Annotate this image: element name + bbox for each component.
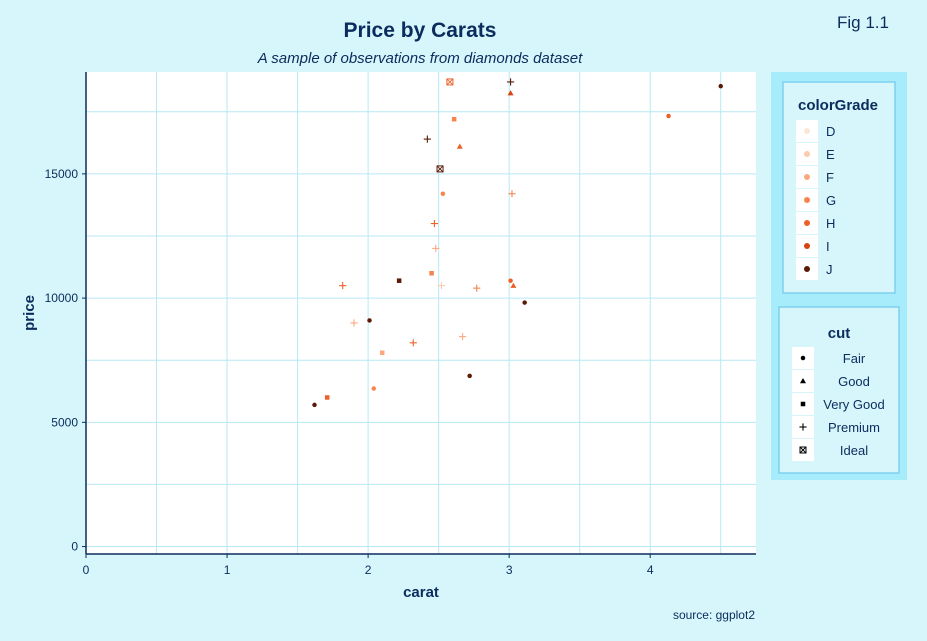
- data-point: [440, 191, 446, 196]
- color-legend-swatch: [804, 266, 810, 272]
- data-point: [409, 339, 417, 347]
- cut-legend-label: Ideal: [840, 443, 868, 458]
- color-legend-label: F: [826, 170, 834, 185]
- grid-lines: [85, 72, 756, 554]
- data-point: [459, 333, 467, 341]
- color-legend-swatch: [804, 128, 810, 134]
- data-point: [508, 278, 513, 283]
- cut-legend-glyph: [799, 423, 807, 431]
- x-tick-label: 0: [83, 563, 90, 577]
- figure-tag: Fig 1.1: [837, 13, 889, 32]
- cut-legend-title: cut: [828, 325, 851, 342]
- axis-ticks: 0 1 2 3 4 0 5000 10000 15000: [45, 167, 654, 577]
- color-legend-label: H: [826, 216, 835, 231]
- data-point: [473, 284, 481, 292]
- color-legend-swatch: [804, 243, 810, 249]
- data-point: [350, 319, 358, 327]
- data-point: [423, 135, 431, 143]
- data-point: [467, 373, 472, 379]
- cut-legend-glyph: [800, 401, 806, 407]
- cut-legend-label: Fair: [843, 351, 866, 366]
- cut-legend-label: Very Good: [823, 397, 884, 412]
- data-point: [446, 78, 454, 86]
- data-point: [367, 318, 372, 323]
- plot-panel: [86, 72, 756, 554]
- color-legend-label: E: [826, 147, 835, 162]
- x-tick-label: 2: [365, 563, 372, 577]
- data-point: [506, 78, 515, 86]
- x-tick-label: 4: [647, 563, 654, 577]
- data-point: [522, 300, 527, 305]
- x-axis-label: carat: [403, 584, 439, 601]
- data-point: [510, 282, 517, 288]
- color-legend-swatch: [804, 220, 810, 226]
- color-legend-label: J: [826, 262, 833, 277]
- data-point: [456, 143, 463, 149]
- data-point: [396, 278, 402, 283]
- color-legend-swatch: [804, 174, 810, 180]
- y-tick-label: 5000: [51, 415, 78, 429]
- data-point: [429, 270, 434, 276]
- data-point: [718, 83, 723, 89]
- y-axis-label: price: [21, 295, 38, 331]
- cut-legend-label: Good: [838, 374, 870, 389]
- data-point: [339, 282, 347, 290]
- data-point: [379, 350, 385, 356]
- color-legend-label: D: [826, 124, 835, 139]
- data-point: [312, 402, 317, 408]
- data-point: [324, 395, 330, 400]
- data-point: [666, 113, 671, 119]
- color-legend-swatch: [804, 151, 810, 157]
- cut-legend-items: Fair Good Very Good Premium Ideal: [792, 347, 885, 461]
- cut-legend-glyph: [800, 355, 806, 361]
- y-tick-label: 10000: [45, 291, 79, 305]
- source-caption: source: ggplot2: [673, 608, 755, 622]
- x-tick-label: 1: [224, 563, 231, 577]
- y-tick-label: 15000: [45, 167, 79, 181]
- color-legend-label: G: [826, 193, 836, 208]
- data-point: [432, 244, 440, 253]
- cut-legend-glyph: [799, 446, 807, 454]
- x-tick-label: 3: [506, 563, 513, 577]
- cut-legend-label: Premium: [828, 420, 880, 435]
- chart-subtitle: A sample of observations from diamonds d…: [257, 50, 583, 67]
- data-point: [437, 282, 446, 290]
- axes: [85, 72, 756, 555]
- y-tick-label: 0: [71, 540, 78, 554]
- chart-title: Price by Carats: [344, 19, 497, 42]
- data-point: [508, 190, 516, 198]
- data-point: [436, 165, 444, 173]
- data-point: [451, 116, 457, 122]
- color-legend-swatch: [804, 197, 810, 203]
- color-legend-title: colorGrade: [798, 97, 878, 114]
- data-point: [371, 386, 376, 391]
- data-points: [312, 78, 723, 408]
- data-point: [507, 90, 514, 96]
- color-legend-label: I: [826, 239, 830, 254]
- cut-legend-glyph: [800, 378, 806, 384]
- data-point: [430, 219, 438, 228]
